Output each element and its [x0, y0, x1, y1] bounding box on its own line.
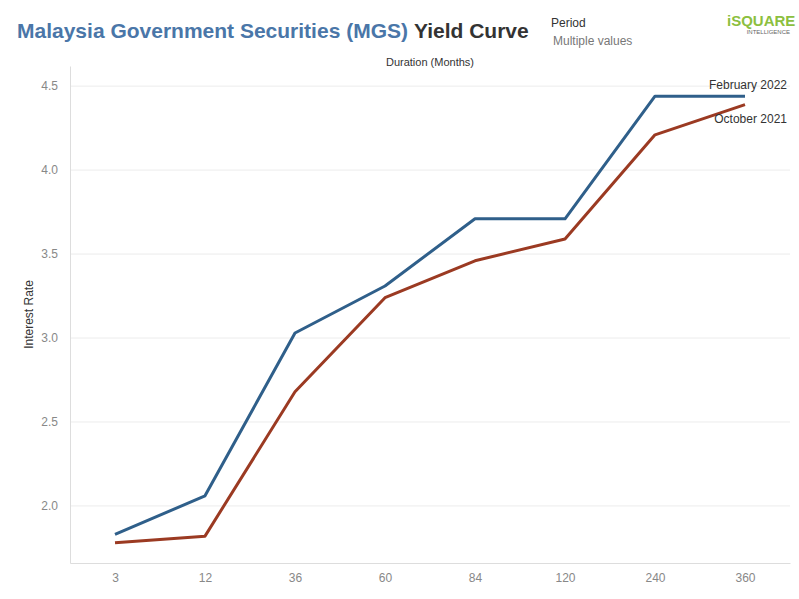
series-line [115, 96, 745, 534]
y-tick-label: 2.0 [41, 499, 58, 513]
title-part: Malaysia Government Securities (MGS) [17, 19, 408, 42]
y-axis: 2.0 2.5 3.0 3.5 4.0 4.5 [41, 67, 70, 564]
x-tick: 84 [469, 563, 483, 585]
y-tick: 4.0 [41, 163, 70, 177]
x-tick-label: 360 [735, 571, 755, 585]
chart: Malaysia Government Securities (MGS) Yiel… [0, 0, 799, 599]
x-tick: 36 [289, 563, 303, 585]
y-tick: 2.5 [41, 415, 70, 429]
y-tick-label: 4.0 [41, 163, 58, 177]
x-tick-label: 3 [112, 571, 119, 585]
series-label: February 2022 [709, 78, 787, 92]
y-tick: 3.0 [41, 331, 70, 345]
grid-line [70, 86, 790, 87]
series-label: October 2021 [714, 112, 787, 126]
logo: iSQUARE [727, 12, 795, 29]
x-tick-label: 36 [289, 571, 303, 585]
legend-title: Period [551, 16, 586, 30]
y-axis-line [70, 67, 71, 564]
y-tick: 2.0 [41, 499, 70, 513]
x-tick-label: 84 [469, 571, 483, 585]
x-tick-label: 240 [645, 571, 665, 585]
y-tick: 4.5 [41, 79, 70, 93]
series-line [115, 105, 745, 543]
grid-line [70, 421, 790, 422]
legend-subtitle: Multiple values [553, 34, 632, 48]
grid-line [70, 338, 790, 339]
y-tick-label: 4.5 [41, 79, 58, 93]
x-tick: 360 [735, 563, 755, 585]
grid-line [70, 170, 790, 171]
x-tick: 3 [112, 563, 119, 585]
logo-subtext: INTELLIGENCE [747, 29, 790, 35]
x-tick: 240 [645, 563, 665, 585]
x-tick-label: 120 [555, 571, 575, 585]
grid [70, 86, 790, 506]
title-part: Yield Curve [414, 19, 529, 42]
x-axis-line [71, 563, 791, 564]
y-tick: 3.5 [41, 247, 70, 261]
title: Malaysia Government Securities (MGS) Yiel… [17, 19, 529, 42]
y-axis-title: Interest Rate [22, 280, 36, 349]
y-tick-label: 3.0 [41, 331, 58, 345]
lines [115, 96, 745, 543]
x-tick: 120 [555, 563, 575, 585]
y-tick-label: 3.5 [41, 247, 58, 261]
x-tick-label: 12 [199, 571, 213, 585]
y-tick-label: 2.5 [41, 415, 58, 429]
x-axis: 3 12 36 60 84 120 240 360 [71, 563, 791, 585]
x-axis-title: Duration (Months) [386, 56, 474, 68]
x-tick: 60 [379, 563, 393, 585]
x-tick: 12 [199, 563, 213, 585]
x-tick-label: 60 [379, 571, 393, 585]
